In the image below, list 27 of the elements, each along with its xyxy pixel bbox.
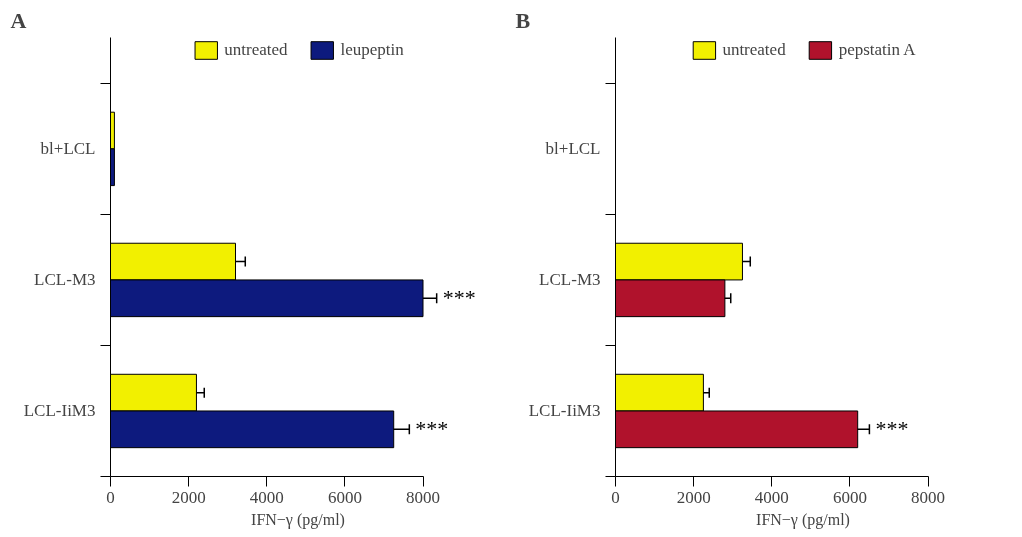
x-tick-label: 6000 xyxy=(327,487,362,507)
annotation: *** xyxy=(875,416,909,442)
x-tick-label: 0 xyxy=(611,487,620,507)
legend-label: leupeptin xyxy=(340,40,404,60)
chart-title: B xyxy=(515,7,531,33)
x-tick-label: 8000 xyxy=(911,487,945,507)
x-axis-title: IFN−γ (pg/ml) xyxy=(251,510,345,529)
x-tick-label: 2000 xyxy=(676,487,711,507)
annotation: *** xyxy=(415,416,449,442)
y-tick-label: bl+LCL xyxy=(545,139,601,159)
legend-label: untreated xyxy=(722,40,786,60)
y-tick-label: LCL-M3 xyxy=(34,270,96,290)
x-tick-label: 8000 xyxy=(406,487,440,507)
x-tick-label: 4000 xyxy=(754,487,789,507)
y-tick-label: LCL-M3 xyxy=(539,270,601,290)
annotation: *** xyxy=(442,285,476,311)
x-axis-title: IFN−γ (pg/ml) xyxy=(756,510,850,529)
legend-label: untreated xyxy=(224,40,288,60)
chart-title: A xyxy=(10,7,27,33)
y-tick-label: LCL-IiM3 xyxy=(23,401,96,421)
x-tick-label: 6000 xyxy=(832,487,867,507)
x-tick-label: 0 xyxy=(106,487,115,507)
y-tick-label: LCL-IiM3 xyxy=(528,401,601,421)
x-tick-label: 2000 xyxy=(171,487,206,507)
y-tick-label: bl+LCL xyxy=(40,139,96,159)
legend-label: pepstatin A xyxy=(838,40,916,60)
x-tick-label: 4000 xyxy=(249,487,284,507)
